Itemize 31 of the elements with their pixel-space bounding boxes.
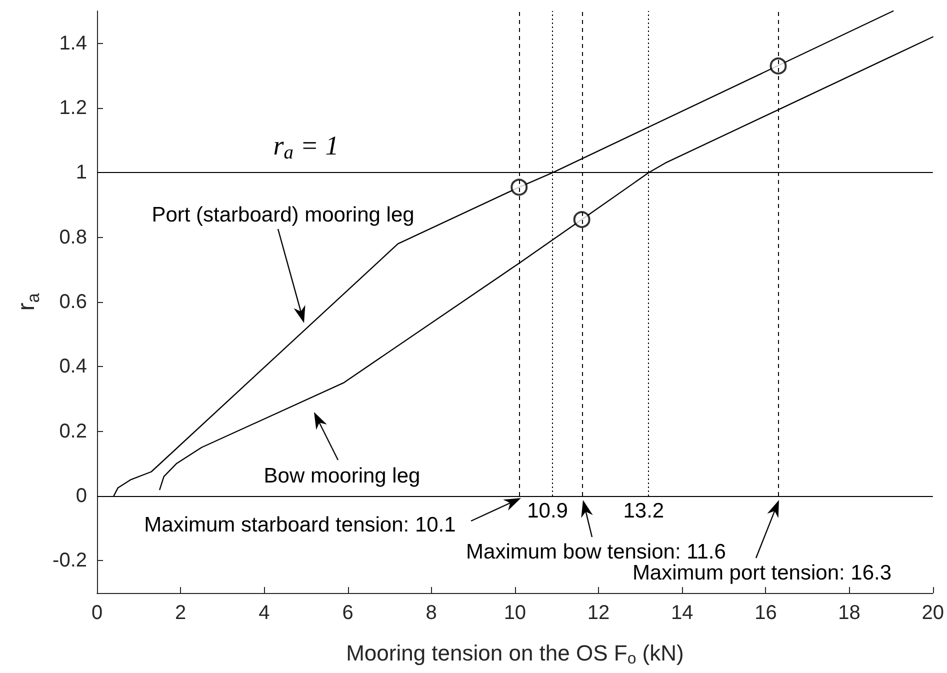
y-tick-label: 1.2 bbox=[59, 97, 87, 119]
y-tick-label: 0.8 bbox=[59, 226, 87, 248]
point bbox=[510, 178, 528, 196]
point bbox=[770, 57, 787, 74]
x-tick-label: 2 bbox=[175, 602, 186, 624]
x-tick-label: 12 bbox=[587, 602, 610, 624]
x-tick-label: 6 bbox=[342, 602, 354, 624]
y-axis-title: ra bbox=[13, 292, 44, 311]
y-tick-label: 0.2 bbox=[59, 420, 87, 442]
x-tick-label: 8 bbox=[426, 602, 437, 624]
annotation: Bow mooring leg bbox=[264, 464, 420, 488]
x-tick-label: 0 bbox=[91, 602, 103, 624]
ref-line-label: 10.9 bbox=[527, 500, 568, 522]
x-tick-label: 20 bbox=[922, 602, 944, 624]
x-tick-label: 10 bbox=[504, 602, 526, 624]
annotation: Port (starboard) mooring leg bbox=[152, 204, 414, 226]
annotation: Maximum port tension: 16.3 bbox=[632, 562, 892, 584]
y-tick-label: 0.4 bbox=[59, 356, 87, 378]
x-tick-label: 16 bbox=[754, 602, 777, 624]
point bbox=[573, 211, 590, 228]
x-tick-label: 4 bbox=[258, 602, 270, 624]
annotation: Maximum bow tension: 11.6 bbox=[466, 540, 726, 564]
x-tick-label: 18 bbox=[838, 602, 860, 624]
y-tick-label: 1.4 bbox=[59, 32, 87, 54]
y-tick-label: -0.2 bbox=[52, 550, 87, 572]
x-tick-label: 14 bbox=[670, 602, 694, 624]
ref-line-label: 13.2 bbox=[623, 500, 664, 522]
annotation: Maximum starboard tension: 10.1 bbox=[144, 514, 456, 536]
y-tick-label: 1 bbox=[76, 162, 87, 184]
y-tick-label: 0 bbox=[76, 485, 87, 507]
y-tick-label: 0.6 bbox=[59, 291, 87, 313]
